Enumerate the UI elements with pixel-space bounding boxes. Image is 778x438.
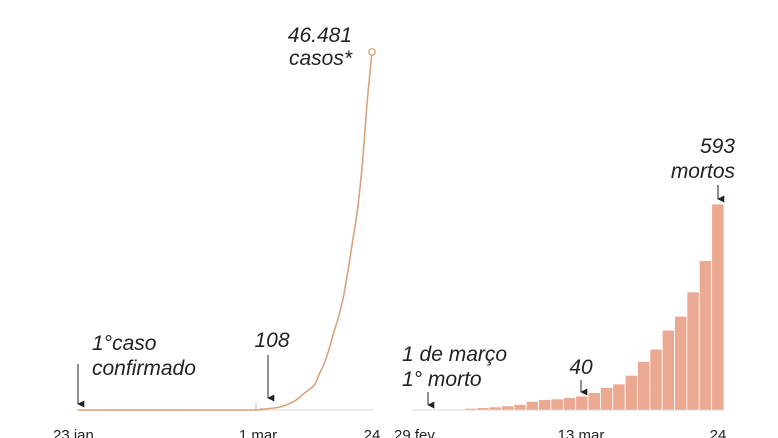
death-bar-12-mar bbox=[562, 397, 577, 411]
first-death-label: 1 de março bbox=[402, 343, 507, 366]
total-deaths-label-line2: mortos bbox=[671, 160, 736, 183]
total-cases-label-line2: casos* bbox=[289, 47, 353, 70]
death-bar-16-mar bbox=[612, 383, 626, 411]
deaths-tick-13-mar: 13 mar bbox=[558, 427, 605, 438]
death-bar-9-mar bbox=[525, 400, 539, 411]
cases-panel: 1°caso confirmado 108 46.481 casos* 23 j… bbox=[53, 24, 380, 438]
death-bar-19-mar bbox=[649, 348, 663, 411]
cases-tick-24: 24 bbox=[364, 427, 381, 438]
deaths-panel: 1 de março 1° morto 40 593 mortos 29 fev… bbox=[394, 135, 735, 438]
cases-tick-1-mar: 1 mar bbox=[239, 427, 277, 438]
cases-end-marker bbox=[368, 48, 376, 56]
cases-108-label: 108 bbox=[254, 329, 289, 352]
death-bar-22-mar bbox=[686, 291, 700, 411]
first-case-label-line2: confirmado bbox=[92, 357, 196, 380]
death-bar-13-mar bbox=[575, 395, 589, 411]
death-bar-7-mar bbox=[501, 405, 515, 411]
total-deaths-label: 593 bbox=[700, 135, 735, 158]
first-case-label: 1°caso bbox=[92, 332, 157, 355]
death-bar-21-mar bbox=[674, 315, 688, 411]
total-cases-label: 46.481 bbox=[288, 24, 352, 47]
death-bar-8-mar bbox=[513, 404, 527, 411]
death-bar-24-mar bbox=[711, 203, 725, 411]
death-bar-11-mar bbox=[550, 398, 564, 411]
deaths-tick-29-fev: 29 fev bbox=[394, 427, 435, 438]
death-bar-23-mar bbox=[698, 260, 713, 411]
death-bar-18-mar bbox=[637, 360, 651, 411]
death-bars bbox=[426, 203, 725, 411]
cases-tick-23-jan: 23 jan bbox=[53, 427, 94, 438]
first-death-label-line2: 1° morto bbox=[402, 368, 482, 391]
death-bar-20-mar bbox=[661, 329, 675, 411]
deaths-tick-24: 24 bbox=[710, 427, 727, 438]
deaths-40-label: 40 bbox=[569, 356, 593, 379]
death-bar-17-mar bbox=[624, 374, 638, 411]
death-bar-14-mar bbox=[587, 392, 601, 411]
death-bar-10-mar bbox=[538, 399, 552, 411]
cases-line bbox=[77, 51, 373, 411]
death-bar-15-mar bbox=[600, 387, 614, 411]
